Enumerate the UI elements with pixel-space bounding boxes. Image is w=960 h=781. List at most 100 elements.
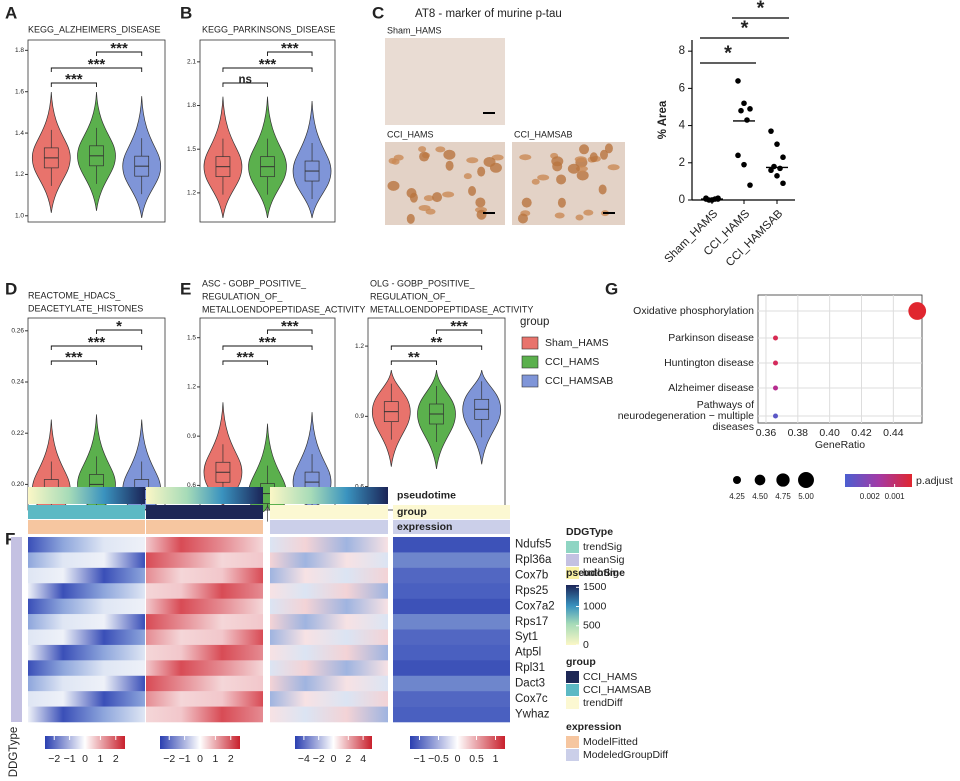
plot-frame (27, 39, 166, 223)
y-tick-label: 2 (679, 157, 685, 169)
stained-cell (406, 213, 415, 224)
significance: *** (281, 40, 299, 57)
bracket (50, 345, 143, 350)
heatmap-row (393, 583, 510, 599)
significance: ** (431, 334, 443, 351)
pseudotime-bar (146, 487, 263, 504)
heatmap-row (270, 552, 388, 569)
heatmap-row (146, 644, 263, 661)
size-key (754, 474, 766, 486)
colorbar-tick-label: −2 (48, 753, 60, 765)
x-tick-label: 0.42 (851, 427, 872, 439)
stained-cell (475, 197, 486, 208)
stained-cell (598, 184, 607, 195)
legend-title: group (520, 316, 549, 328)
heatmap-row (146, 706, 263, 723)
heatmap-row (146, 675, 263, 692)
y-tick-label: 0.22 (11, 430, 24, 437)
colorbar-tick-label: 0.5 (469, 753, 484, 765)
heatmap-row (146, 598, 263, 615)
heatmap-row (146, 629, 263, 646)
bracket (390, 345, 483, 350)
y-tick-label: 1.5 (187, 334, 196, 341)
stained-cell (589, 152, 598, 163)
y-tick-label: 1.2 (15, 171, 24, 178)
point (747, 106, 753, 112)
stained-cell (423, 195, 434, 202)
plot-bg (757, 294, 923, 424)
stained-cell (599, 149, 608, 160)
legend-label: trendDiff (583, 697, 623, 709)
group-bar (270, 505, 388, 519)
stained-cell (531, 178, 540, 185)
gene-label: Rps25 (515, 585, 548, 597)
dot (908, 302, 927, 320)
y-tick-label: 6 (679, 82, 685, 94)
stained-cell (463, 173, 472, 180)
significance: ** (408, 349, 420, 366)
significance: *** (65, 349, 83, 366)
legend-key (566, 541, 579, 553)
y-tick-label: 8 (679, 45, 685, 57)
panel-label: G (605, 279, 618, 298)
bracket (267, 329, 313, 334)
violin-title: REACTOME_HDACS_ (28, 290, 121, 300)
legend-key (566, 567, 579, 579)
legend-title: expression (566, 721, 621, 733)
significance: * (741, 17, 749, 39)
stained-cell (519, 154, 532, 161)
colorbar-tick-label: 2 (113, 753, 119, 765)
colorbar-tick-label: −4 (298, 753, 310, 765)
heatmap-row (393, 614, 510, 630)
significance: *** (65, 71, 83, 88)
x-tick-label: 0.38 (788, 427, 809, 439)
heatmap-row (270, 706, 388, 723)
colorbar-tick-label: 1000 (583, 600, 607, 612)
heatmap-row (393, 552, 510, 569)
point (738, 107, 744, 114)
heatmap-row (28, 537, 145, 553)
point (774, 173, 780, 179)
legend-label: Sham_HAMS (545, 337, 609, 349)
gene-label: Syt1 (515, 631, 538, 643)
colorbar-tick-label: −2 (163, 753, 175, 765)
stained-cell (419, 151, 430, 162)
y-tick-label: 1.0 (15, 213, 24, 220)
heatmap-row (28, 598, 145, 615)
expression-bar (393, 520, 510, 534)
y-tick-label: 4 (679, 120, 686, 132)
bracket (50, 360, 97, 365)
colorbar-tick-label: −0.5 (428, 753, 449, 765)
dot (773, 360, 779, 366)
legend-label: trendSig (583, 541, 622, 553)
colorbar (295, 736, 372, 749)
colorbar (45, 736, 125, 749)
violin-title: ASC - GOBP_POSITIVE_ (202, 278, 307, 288)
colorbar-tick-label: −1 (414, 753, 426, 765)
significance: * (724, 42, 732, 64)
panel-label: D (5, 279, 17, 298)
heatmap-row (28, 644, 145, 661)
y-tick-label: 2.1 (187, 59, 196, 66)
y-axis-label: % Area (657, 100, 669, 139)
image-label: Sham_HAMS (387, 25, 442, 35)
panel-label: A (5, 3, 17, 22)
bracket (222, 360, 268, 365)
heatmap-row (270, 660, 388, 677)
category-label: Pathways of (697, 399, 754, 411)
colorbar (410, 736, 505, 749)
at8-title: AT8 - marker of murine p-tau (415, 8, 562, 20)
significance: *** (236, 349, 254, 366)
stained-cell (468, 185, 477, 196)
significance: * (757, 0, 765, 19)
pseudotime-bar (270, 487, 388, 504)
stained-cell (604, 143, 613, 154)
colorbar-tick-label: 0 (82, 753, 88, 765)
colorbar-tick-label: 500 (583, 620, 601, 632)
colorbar (845, 474, 912, 487)
heatmap-row (270, 691, 388, 707)
stained-cell (574, 156, 587, 163)
gene-label: Rps17 (515, 616, 548, 628)
x-tick-label: 0.44 (883, 427, 904, 439)
